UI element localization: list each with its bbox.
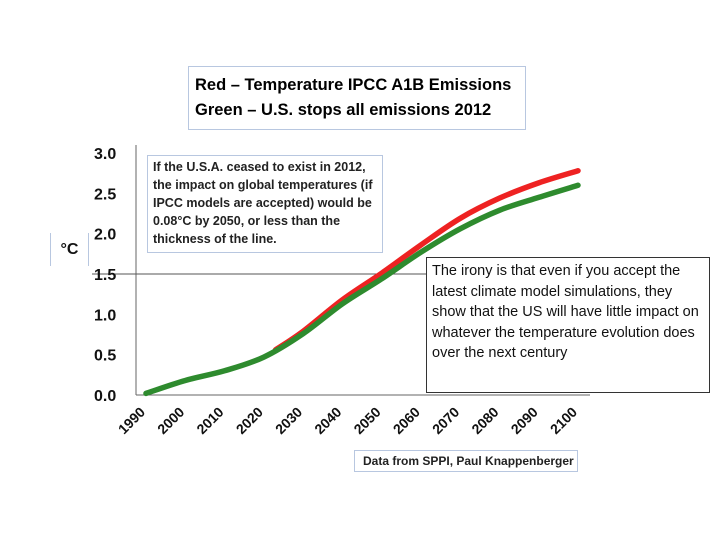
x-tick-label: 2060 xyxy=(390,404,423,437)
x-tick-label: 2000 xyxy=(154,404,187,437)
us-impact-note: If the U.S.A. ceased to exist in 2012, t… xyxy=(147,155,383,253)
legend-red-label: Red – Temperature IPCC A1B Emissions xyxy=(195,76,512,94)
y-tick-label: 3.0 xyxy=(94,146,116,163)
x-tick-label: 2020 xyxy=(233,404,266,437)
x-tick-label: 2030 xyxy=(272,404,305,437)
y-tick-label: 2.0 xyxy=(94,227,116,244)
legend-green-label: Green – U.S. stops all emissions 2012 xyxy=(195,101,492,119)
x-tick-label: 2010 xyxy=(193,404,226,437)
y-tick-label: 1.0 xyxy=(94,307,116,324)
irony-callout: The irony is that even if you accept the… xyxy=(426,257,710,393)
x-tick-label: 2040 xyxy=(311,404,344,437)
y-axis-label: °C xyxy=(50,233,89,266)
x-tick-label: 2090 xyxy=(508,404,541,437)
y-tick-label: 2.5 xyxy=(94,186,116,203)
x-tick-label: 1990 xyxy=(115,404,148,437)
data-source: Data from SPPI, Paul Knappenberger xyxy=(354,450,578,472)
series-line-green xyxy=(143,182,581,397)
y-tick-label: 0.5 xyxy=(94,348,116,365)
x-tick-label: 2100 xyxy=(547,404,580,437)
x-tick-label: 2070 xyxy=(429,404,462,437)
x-tick-label: 2080 xyxy=(468,404,501,437)
y-tick-label: 1.5 xyxy=(94,267,116,284)
x-tick-label: 2050 xyxy=(350,404,383,437)
y-tick-label: 0.0 xyxy=(94,388,116,405)
legend: Red – Temperature IPCC A1B Emissions Gre… xyxy=(188,66,526,130)
